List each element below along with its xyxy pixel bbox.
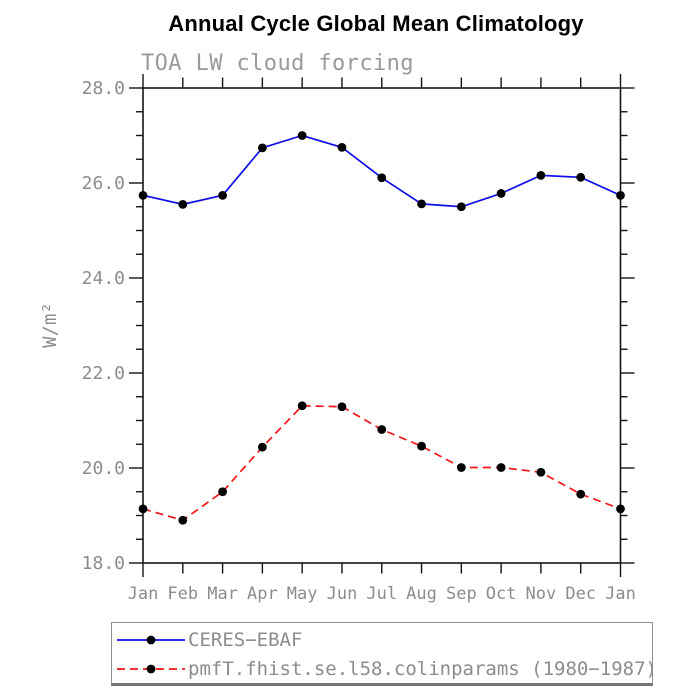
x-tick-label: Apr: [247, 584, 278, 604]
data-point-marker: [297, 131, 307, 140]
legend-sample-dashed-line-icon: [117, 664, 185, 674]
x-tick-label: Jul: [366, 584, 397, 604]
data-point-marker: [178, 515, 188, 525]
data-point-marker: [496, 189, 506, 198]
data-point-marker: [417, 441, 426, 451]
data-point-marker: [337, 402, 347, 412]
data-point-marker: [616, 504, 625, 514]
y-tick-labels: 18.0 20.0 22.0 24.0 26.0 28.0: [82, 78, 125, 574]
y-tick-label: 28.0: [82, 78, 125, 99]
plot-frame: [142, 87, 622, 564]
x-axis-ticks: [142, 74, 622, 577]
data-point-marker: [536, 171, 546, 180]
legend-item-ceres-ebaf: CERES−EBAF: [116, 629, 303, 651]
series-model-run: [138, 401, 625, 525]
data-point-marker: [257, 442, 267, 452]
data-point-marker: [257, 143, 267, 153]
data-point-marker: [138, 504, 148, 514]
data-point-marker: [218, 190, 227, 200]
data-point-marker: [456, 202, 466, 212]
data-point-marker: [576, 489, 586, 499]
data-point-marker: [337, 142, 347, 152]
x-tick-label: Jan: [605, 584, 636, 604]
x-tick-label: Feb: [167, 584, 198, 604]
series-line: [142, 404, 621, 522]
y-tick-label: 24.0: [82, 268, 125, 289]
series-ceres-ebaf: [138, 131, 625, 212]
y-tick-label: 22.0: [82, 363, 125, 384]
x-tick-label: May: [287, 584, 318, 604]
legend-sample-solid-line-icon: [117, 635, 185, 645]
data-point-marker: [297, 401, 307, 411]
y-tick-label: 26.0: [82, 173, 125, 194]
data-point-marker: [496, 463, 506, 472]
data-point-marker: [456, 463, 466, 472]
data-point-marker: [576, 172, 586, 182]
data-point-marker: [377, 425, 387, 434]
data-point-marker: [616, 190, 625, 200]
series-line: [142, 134, 621, 208]
legend-label-ceres-ebaf: CERES−EBAF: [188, 629, 303, 651]
y-axis-ticks: [129, 87, 635, 564]
data-point-marker: [178, 199, 188, 209]
x-tick-label: Sep: [446, 584, 477, 604]
y-tick-label: 18.0: [82, 553, 125, 574]
data-point-marker: [218, 487, 227, 497]
x-tick-label: Oct: [486, 584, 517, 604]
chart-title: Annual Cycle Global Mean Climatology: [168, 11, 584, 36]
x-tick-label: Aug: [406, 584, 437, 604]
data-point-marker: [417, 199, 426, 209]
data-point-marker: [138, 190, 148, 200]
legend-label-model-run: pmfT.fhist.se.l58.colinparams (1980−1987…: [188, 658, 657, 680]
y-tick-label: 20.0: [82, 458, 125, 479]
x-tick-label: Nov: [526, 584, 557, 604]
x-tick-label: Mar: [207, 584, 238, 604]
legend-item-model-run: pmfT.fhist.se.l58.colinparams (1980−1987…: [116, 658, 657, 680]
legend: CERES−EBAF pmfT.fhist.se.l58.colinparams…: [111, 622, 657, 686]
x-tick-label: Jan: [128, 584, 159, 604]
x-tick-labels: Jan Feb Mar Apr May Jun Jul Aug Sep Oct Nov Dec Jan: [128, 584, 636, 604]
data-point-marker: [536, 467, 546, 477]
data-point-marker: [377, 173, 387, 183]
chart-subtitle: TOA LW cloud forcing: [141, 51, 414, 76]
x-tick-label: Dec: [565, 584, 596, 604]
x-tick-label: Jun: [327, 584, 358, 604]
